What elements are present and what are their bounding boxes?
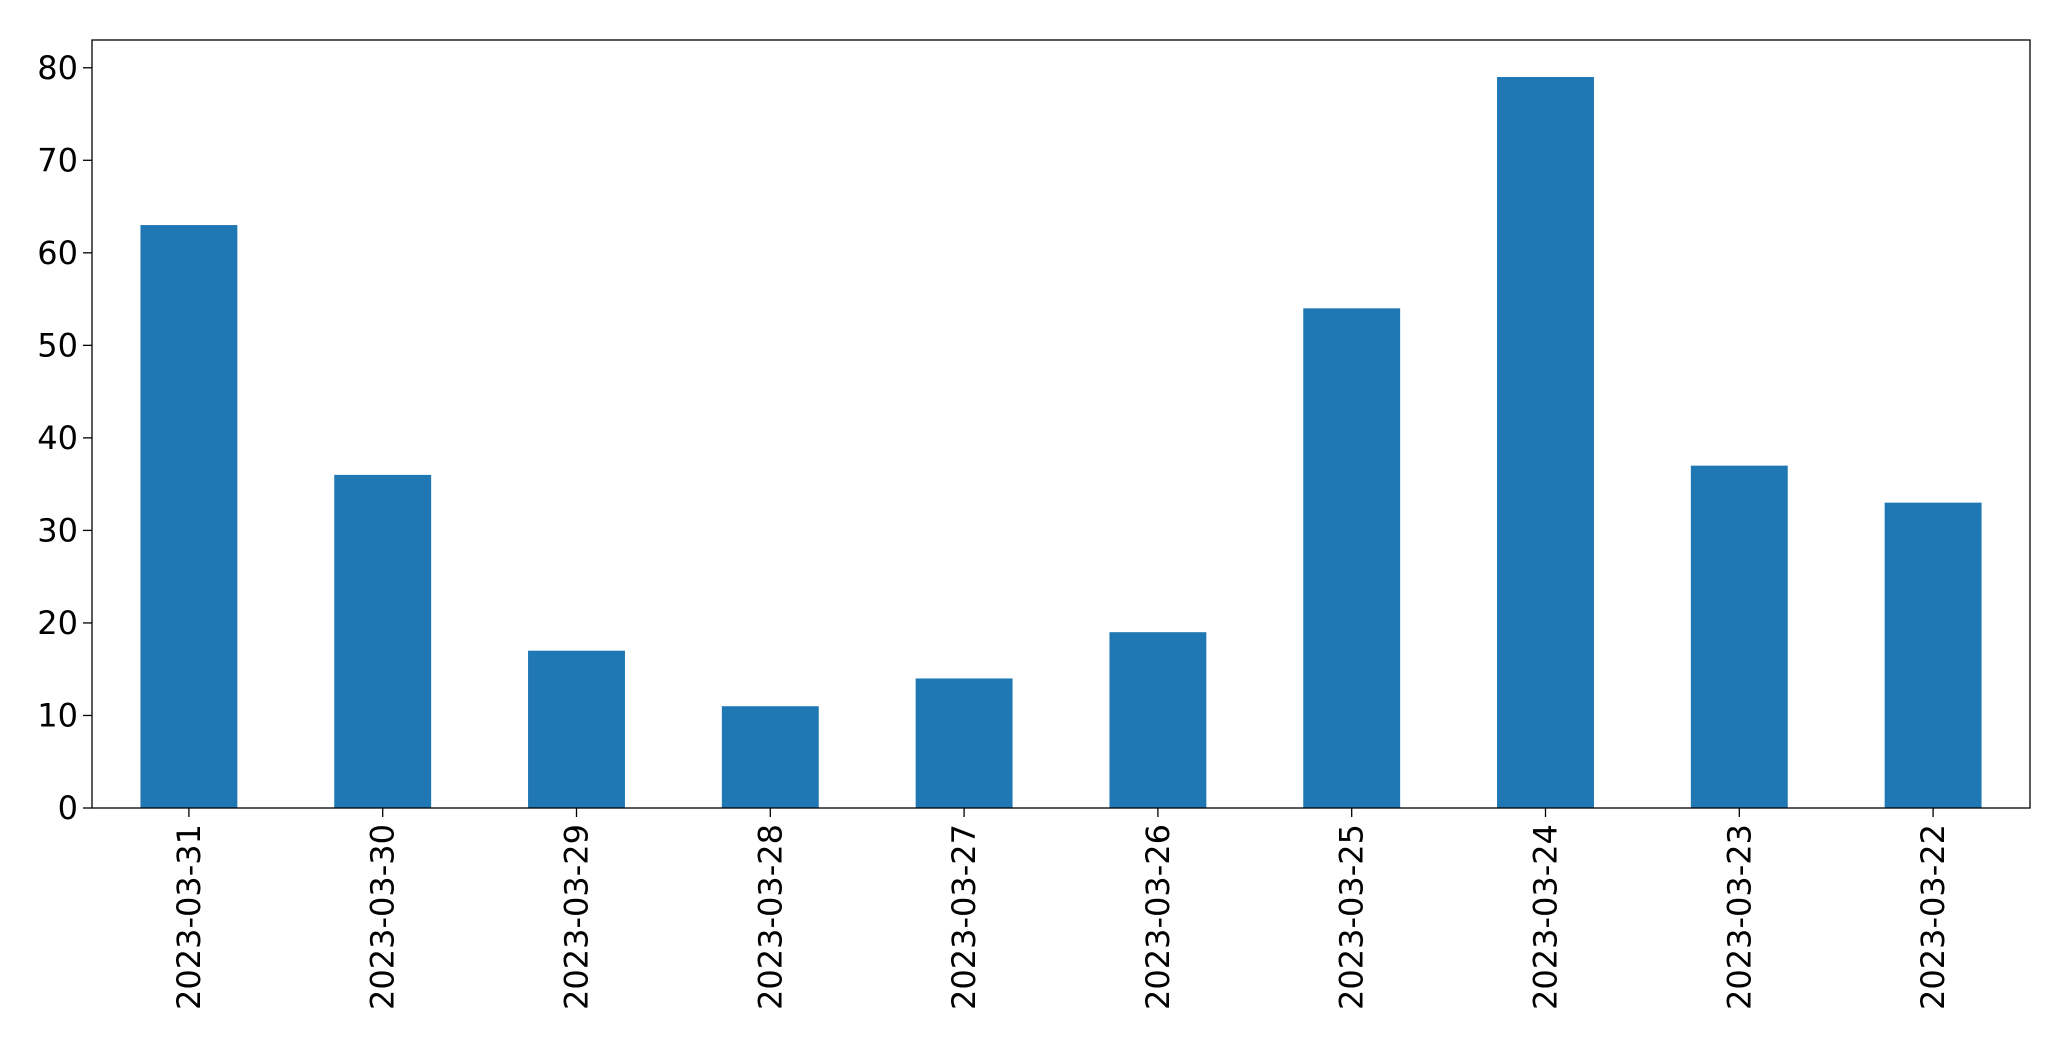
x-tick-label: 2023-03-23 (1720, 824, 1758, 1010)
x-tick-label: 2023-03-28 (751, 824, 789, 1010)
y-tick-label: 50 (37, 326, 78, 364)
bar (528, 650, 625, 808)
y-tick-label: 0 (58, 789, 78, 827)
y-tick-label: 30 (37, 511, 78, 549)
bar (140, 225, 238, 808)
x-tick-label: 2023-03-27 (945, 824, 983, 1010)
x-tick-label: 2023-03-31 (170, 824, 208, 1010)
bar (1109, 632, 1207, 808)
y-tick-label: 70 (37, 141, 78, 179)
y-tick-label: 20 (37, 604, 78, 642)
bar (334, 474, 432, 808)
bar (1303, 308, 1401, 808)
y-tick-label: 60 (37, 234, 78, 272)
x-tick-label: 2023-03-29 (558, 824, 596, 1010)
x-tick-label: 2023-03-22 (1914, 824, 1952, 1010)
y-tick-label: 40 (37, 419, 78, 457)
bar (1884, 502, 1982, 808)
x-tick-label: 2023-03-25 (1333, 824, 1371, 1010)
x-tick-label: 2023-03-30 (364, 824, 402, 1010)
bar (1690, 465, 1788, 808)
bar (721, 706, 819, 808)
y-tick-label: 80 (37, 49, 78, 87)
x-tick-label: 2023-03-26 (1139, 824, 1177, 1010)
y-tick-label: 10 (37, 696, 78, 734)
bar (915, 678, 1013, 808)
bar (1497, 77, 1594, 809)
plot-frame (91, 39, 2031, 809)
x-tick-label: 2023-03-24 (1527, 824, 1565, 1010)
